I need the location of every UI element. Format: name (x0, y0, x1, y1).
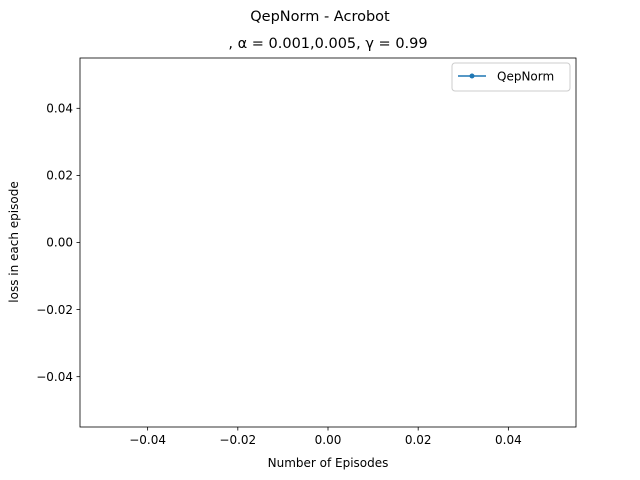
y-tick-label: −0.04 (36, 370, 73, 384)
x-tick-label: −0.02 (219, 433, 256, 447)
x-tick-label: 0.02 (405, 433, 432, 447)
y-tick-label: 0.04 (46, 102, 73, 116)
legend-marker-qepnorm (469, 73, 475, 79)
legend: QepNorm (451, 62, 571, 92)
plot-area (79, 57, 577, 428)
x-tick-label: −0.04 (129, 433, 166, 447)
y-tick-label: 0.00 (46, 236, 73, 250)
plot-frame (79, 57, 577, 428)
chart-suptitle: QepNorm - Acrobot (250, 9, 390, 25)
chart-title: , α = 0.001,0.005, γ = 0.99 (228, 36, 427, 52)
x-tick-label: 0.00 (315, 433, 342, 447)
x-axis: −0.04 −0.02 0.00 0.02 0.04 (129, 427, 522, 447)
x-tick-label: 0.04 (495, 433, 522, 447)
legend-box (451, 62, 571, 92)
x-axis-label: Number of Episodes (268, 456, 389, 470)
y-axis-label: loss in each episode (7, 181, 21, 302)
y-axis: −0.04 −0.02 0.00 0.02 0.04 (36, 102, 80, 384)
legend-label-qepnorm: QepNorm (497, 70, 554, 84)
y-tick-label: 0.02 (46, 169, 73, 183)
y-tick-label: −0.02 (36, 303, 73, 317)
